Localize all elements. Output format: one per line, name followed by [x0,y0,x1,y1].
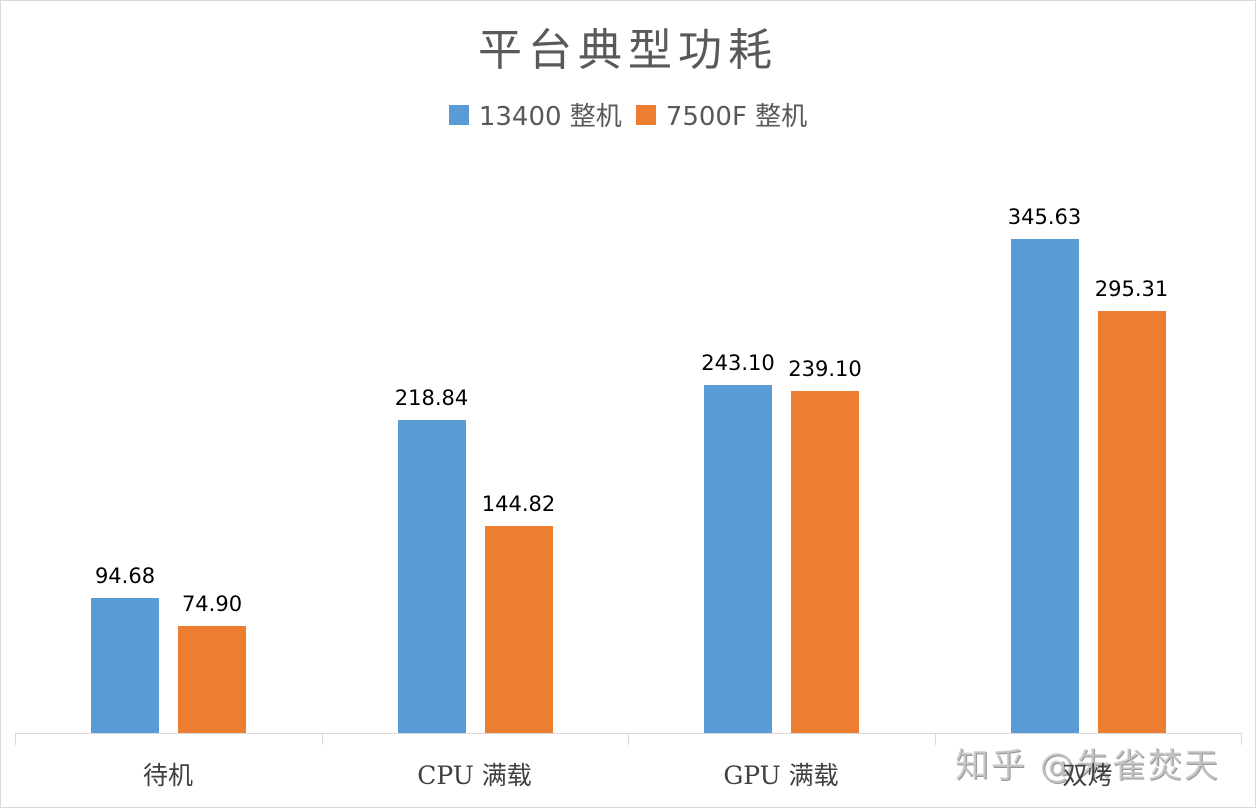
bar-7500f [1097,310,1166,733]
bar-7500f [484,525,553,733]
legend-label: 13400 整机 [478,102,622,132]
x-axis-category-label: 双烤 [1062,761,1113,790]
x-axis-tick [628,733,629,745]
x-axis-tick [1241,733,1242,745]
bar-13400 [397,420,466,733]
data-label: 74.90 [181,591,243,616]
x-axis-tick [15,733,16,745]
data-label: 345.63 [1007,204,1082,229]
x-axis-category-label: GPU 满载 [723,761,839,790]
data-label: 218.84 [394,386,469,411]
bar-7500f [791,391,859,733]
watermark: 知乎 @朱雀焚天 [955,746,1220,786]
bar-13400 [704,385,772,733]
data-label: 144.82 [481,491,556,516]
x-axis-tick [321,733,323,745]
x-axis-tick [934,733,936,745]
x-axis-category-label: 待机 [142,761,193,790]
bar-7500f [178,625,246,733]
data-label: 243.10 [701,351,775,376]
chart-title: 平台典型功耗 [478,25,778,76]
legend-label: 7500F 整机 [665,102,808,132]
x-axis-category-label: CPU 满载 [417,761,532,790]
legend-item-13400: 13400 整机 [448,96,622,133]
legend-swatch-orange [635,104,656,125]
data-label: 295.31 [1094,276,1169,301]
bar-13400 [1010,238,1079,733]
data-label: 94.68 [94,563,156,588]
legend: 13400 整机 7500F 整机 [0,96,1256,133]
legend-swatch-blue [448,104,469,125]
data-label: 239.10 [788,357,862,382]
bar-13400 [91,597,159,733]
legend-item-7500f: 7500F 整机 [635,96,808,133]
